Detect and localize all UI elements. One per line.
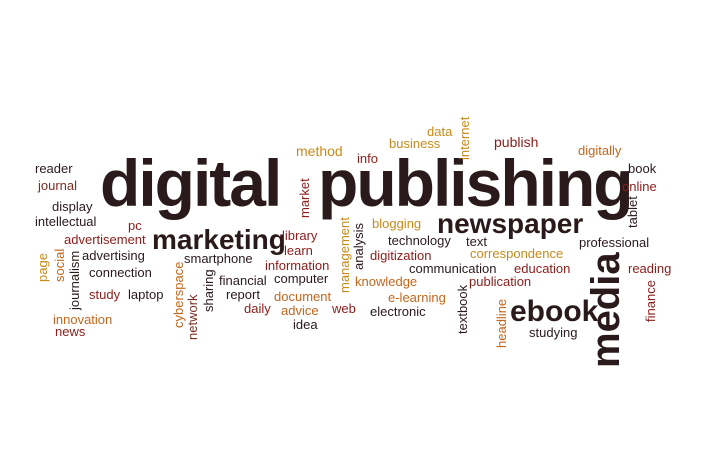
word-method: method: [296, 143, 343, 159]
word-network: network: [185, 294, 200, 340]
word-page: page: [35, 253, 50, 282]
word-learn: learn: [284, 243, 313, 258]
word-market: market: [297, 178, 312, 218]
word-correspondence: correspondence: [470, 246, 564, 261]
word-publishing: publishing: [318, 146, 634, 220]
word-study: study: [89, 287, 121, 302]
word-media: media: [584, 252, 628, 368]
word-computer: computer: [274, 271, 329, 286]
word-info: info: [357, 151, 378, 166]
word-advertising: advertising: [82, 248, 145, 263]
word-marketing: marketing: [152, 224, 286, 255]
word-electronic: electronic: [370, 304, 426, 319]
word-internet: internet: [457, 116, 472, 160]
word-tablet: tablet: [625, 196, 640, 228]
word-education: education: [514, 261, 571, 276]
word-data: data: [427, 124, 453, 139]
word-digitally: digitally: [578, 143, 622, 158]
word-financial: financial: [219, 273, 267, 288]
word-advice: advice: [281, 303, 319, 318]
word-publication: publication: [469, 274, 532, 289]
word-finance: finance: [643, 280, 658, 322]
word-text: text: [466, 234, 487, 249]
word-daily: daily: [244, 301, 271, 316]
word-digital: digital: [100, 146, 282, 220]
word-library: library: [282, 228, 318, 243]
word-idea: idea: [293, 317, 318, 332]
word-e-learning: e-learning: [388, 290, 446, 305]
word-knowledge: knowledge: [355, 274, 418, 289]
word-digitization: digitization: [370, 248, 432, 263]
word-blogging: blogging: [372, 216, 422, 231]
word-sharing: sharing: [201, 269, 216, 312]
word-professional: professional: [579, 235, 650, 250]
word-publish: publish: [494, 134, 539, 150]
word-reading: reading: [628, 261, 672, 276]
word-innovation: innovation: [53, 312, 113, 327]
word-newspaper: newspaper: [437, 208, 584, 239]
word-journal: journal: [38, 178, 78, 193]
word-online: online: [622, 179, 657, 194]
word-document: document: [274, 289, 332, 304]
word-smartphone: smartphone: [184, 251, 253, 266]
word-news: news: [55, 324, 86, 339]
word-reader: reader: [35, 161, 73, 176]
word-studying: studying: [529, 325, 578, 340]
word-laptop: laptop: [128, 287, 164, 302]
word-display: display: [52, 199, 93, 214]
word-ebook: ebook: [510, 295, 599, 328]
word-information: information: [265, 258, 330, 273]
word-management: management: [337, 217, 352, 293]
word-social: social: [52, 248, 67, 282]
word-connection: connection: [89, 265, 152, 280]
word-technology: technology: [388, 233, 451, 248]
word-textbook: textbook: [455, 284, 470, 334]
word-analysis: analysis: [351, 223, 366, 270]
word-advertisement: advertisement: [64, 232, 146, 247]
word-communication: communication: [409, 261, 497, 276]
word-pc: pc: [128, 218, 142, 233]
word-journalism: journalism: [67, 250, 82, 310]
word-book: book: [628, 161, 657, 176]
word-report: report: [226, 287, 260, 302]
word-web: web: [332, 301, 356, 316]
word-cyberspace: cyberspace: [171, 261, 186, 328]
word-headline: headline: [494, 298, 509, 348]
word-intellectual: intellectual: [35, 214, 97, 229]
word-business: business: [389, 136, 441, 151]
